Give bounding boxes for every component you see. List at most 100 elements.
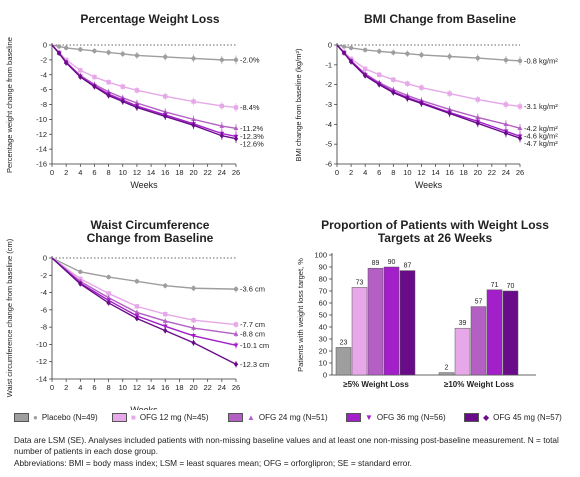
square-marker-icon: ■ (131, 413, 136, 422)
y-tick-label: -12 (36, 357, 47, 366)
data-point (63, 59, 69, 66)
series-4 (51, 44, 239, 144)
data-point (120, 51, 125, 57)
data-point (120, 84, 125, 89)
data-point (475, 97, 480, 102)
data-point (219, 57, 225, 63)
y-axis-label: Percentage weight change from baseline (5, 37, 14, 173)
bar-value-label: 71 (491, 282, 499, 289)
end-value-label: -3.1 kg/m² (524, 102, 558, 111)
chart-title: BMI Change from Baseline (363, 12, 517, 26)
bar (502, 290, 519, 376)
chart-title: Percentage Weight Loss (80, 12, 220, 26)
data-point (106, 50, 111, 55)
data-point (405, 81, 410, 86)
data-point (163, 94, 168, 99)
y-tick-label: 80 (319, 275, 327, 284)
data-point (106, 274, 111, 280)
x-axis-label: Weeks (130, 180, 158, 190)
end-value-label: -4.6 kg/m² (524, 132, 558, 141)
bar (367, 267, 384, 376)
data-point (233, 343, 239, 348)
bar-value-label: 73 (356, 279, 364, 286)
data-point (163, 113, 168, 120)
y-tick-label: -6 (40, 305, 47, 314)
x-tick-label: 22 (204, 383, 212, 392)
end-value-label: -11.2% (240, 124, 264, 133)
x-tick-label: 8 (107, 383, 111, 392)
data-point (447, 91, 452, 96)
x-tick-label: 8 (107, 168, 111, 177)
bar-value-label: 87 (404, 263, 412, 270)
series-4 (336, 44, 523, 143)
y-tick-label: -14 (36, 375, 47, 384)
y-tick-label: -6 (40, 85, 47, 94)
data-point (162, 324, 168, 329)
y-tick-label: -4 (40, 288, 47, 297)
y-axis-label: BMI change from baseline (kg/m²) (294, 48, 303, 161)
y-tick-label: 30 (319, 335, 327, 344)
x-axis-label: Weeks (415, 180, 443, 190)
data-point (233, 322, 239, 327)
diamond-marker-icon: ◆ (483, 413, 490, 422)
data-point (377, 49, 382, 54)
end-value-label: -10.1 cm (240, 341, 269, 350)
x-tick-label: 24 (218, 168, 226, 177)
data-point (362, 47, 368, 53)
legend-item-ofg-36: ▼ OFG 36 mg (N=56) (346, 413, 446, 422)
data-point (503, 102, 509, 107)
x-tick-label: 4 (78, 383, 82, 392)
data-point (233, 57, 239, 63)
y-tick-label: -2 (40, 271, 47, 280)
x-tick-label: 4 (78, 168, 82, 177)
data-point (56, 50, 62, 57)
bar-value-label: 57 (475, 299, 483, 306)
bar-value-label: 23 (340, 339, 348, 346)
legend-item-placebo: ● Placebo (N=49) (14, 413, 98, 422)
y-tick-label: 40 (319, 323, 327, 332)
chart-weight-loss-targets: Proportion of Patients with Weight Loss … (290, 205, 580, 410)
x-axis-label: Weeks (130, 405, 158, 410)
y-tick-label: 100 (314, 251, 327, 260)
series-line (51, 257, 237, 365)
y-tick-label: -6 (325, 160, 332, 169)
data-point (63, 45, 69, 51)
legend-item-ofg-24: ▲ OFG 24 mg (N=51) (228, 413, 328, 422)
end-value-label: -12.3 cm (240, 360, 269, 369)
legend-swatch (14, 413, 29, 422)
y-tick-label: -8 (40, 323, 47, 332)
category-label: ≥10% Weight Loss (444, 380, 515, 389)
bar-value-label: 89 (372, 260, 380, 267)
data-point (233, 361, 239, 368)
chart-title-line1: Proportion of Patients with Weight Loss (321, 218, 549, 232)
y-tick-label: 0 (43, 254, 47, 263)
legend-swatch (464, 413, 479, 422)
x-tick-label: 18 (175, 383, 183, 392)
chart-title: Waist Circumference Change from Baseline (30, 219, 270, 245)
data-point (419, 100, 424, 107)
data-point (475, 120, 480, 127)
legend-label: OFG 36 mg (N=56) (376, 413, 446, 422)
data-point (503, 57, 509, 63)
x-tick-label: 16 (445, 168, 453, 177)
data-point (348, 45, 354, 51)
y-tick-label: 70 (319, 287, 327, 296)
y-tick-label: -14 (36, 145, 47, 154)
data-point (92, 83, 97, 90)
series-2 (51, 44, 239, 133)
end-value-label: -12.3% (240, 132, 264, 141)
x-tick-label: 10 (403, 168, 411, 177)
x-tick-label: 18 (460, 168, 468, 177)
data-point (233, 331, 239, 336)
data-point (163, 54, 168, 60)
data-point (106, 79, 111, 85)
data-point (341, 50, 347, 56)
chart-title-line2: Targets at 26 Weeks (377, 231, 493, 245)
data-point (341, 44, 347, 49)
x-tick-label: 0 (335, 168, 339, 177)
data-point (348, 58, 354, 65)
data-point (475, 114, 481, 120)
end-value-label: -7.7 cm (240, 320, 265, 329)
data-point (191, 116, 196, 122)
x-tick-label: 6 (377, 168, 381, 177)
